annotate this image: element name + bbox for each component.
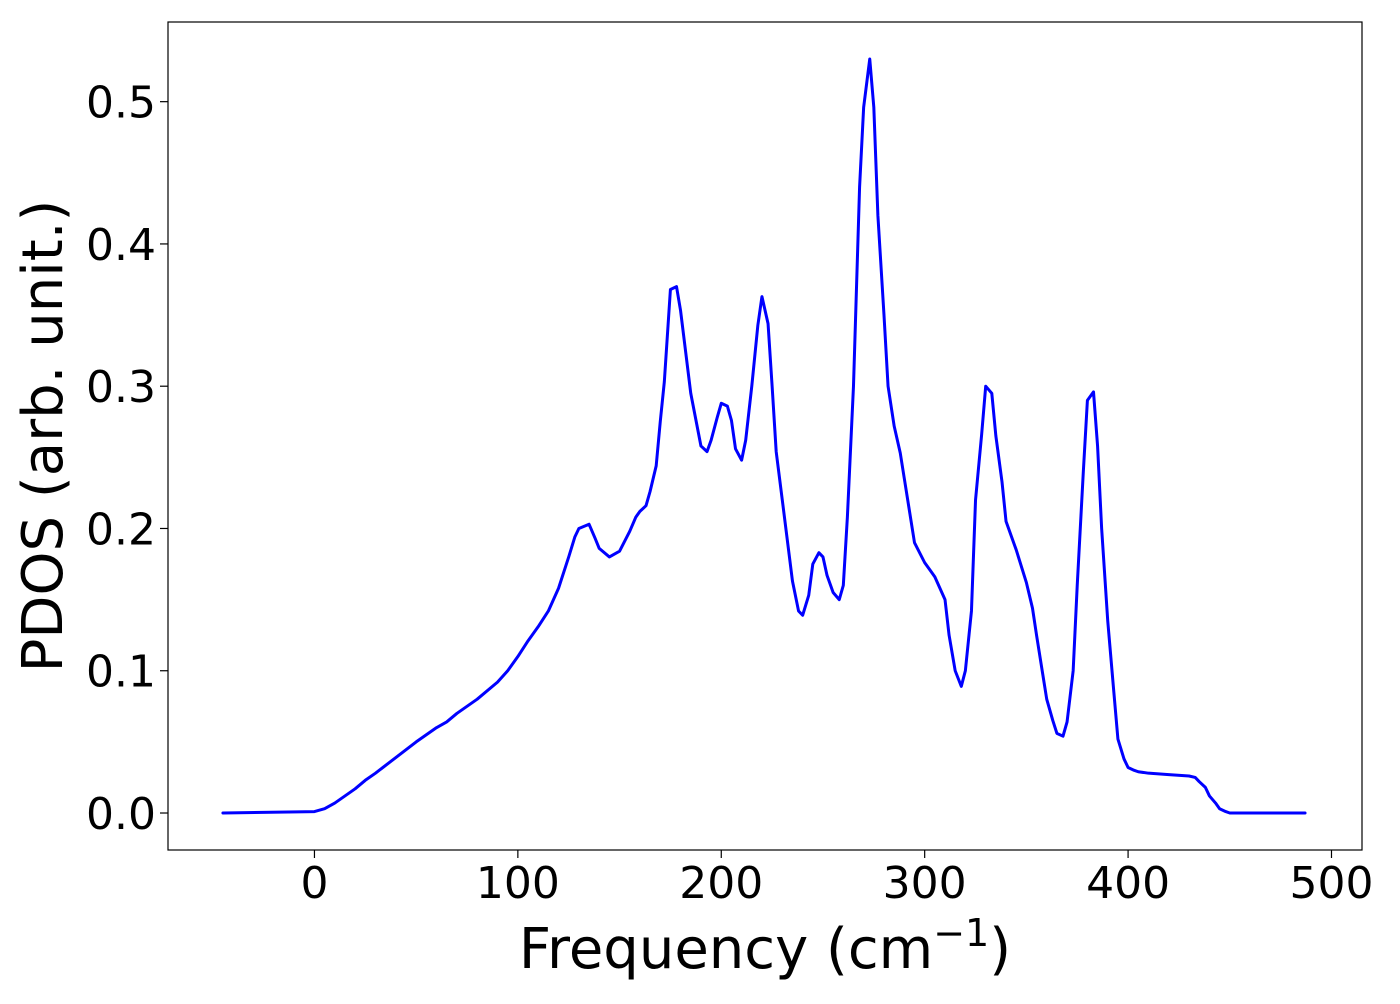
x-axis-ticks: 0 100 200 300 400 500: [300, 850, 1373, 909]
x-axis-label-close: ): [989, 917, 1011, 982]
series-line-0: [221, 57, 1307, 815]
x-tick-label-4: 400: [1086, 858, 1170, 909]
y-tick-label-2: 0.2: [86, 504, 156, 555]
x-tick-label-5: 500: [1289, 858, 1373, 909]
y-tick-label-3: 0.3: [86, 362, 156, 413]
y-axis-ticks: 0.0 0.1 0.2 0.3 0.4 0.5: [86, 78, 168, 840]
plot-frame: [167, 21, 1363, 851]
x-tick-label-1: 100: [476, 858, 560, 909]
x-tick-label-2: 200: [679, 858, 763, 909]
x-axis-label: Frequency (cm−1): [519, 911, 1011, 982]
y-tick-label-0: 0.0: [86, 789, 156, 840]
plot-area: [167, 21, 1363, 851]
y-tick-label-4: 0.4: [86, 220, 156, 271]
y-tick-label-1: 0.1: [86, 647, 156, 698]
y-axis-label: PDOS (arb. unit.): [11, 200, 76, 673]
x-tick-label-3: 300: [883, 858, 967, 909]
x-axis-label-main: Frequency (cm: [519, 917, 933, 982]
x-tick-label-0: 0: [300, 858, 328, 909]
data-layer: [221, 57, 1307, 815]
x-axis-label-sup: −1: [933, 911, 989, 955]
y-tick-label-5: 0.5: [86, 78, 156, 129]
